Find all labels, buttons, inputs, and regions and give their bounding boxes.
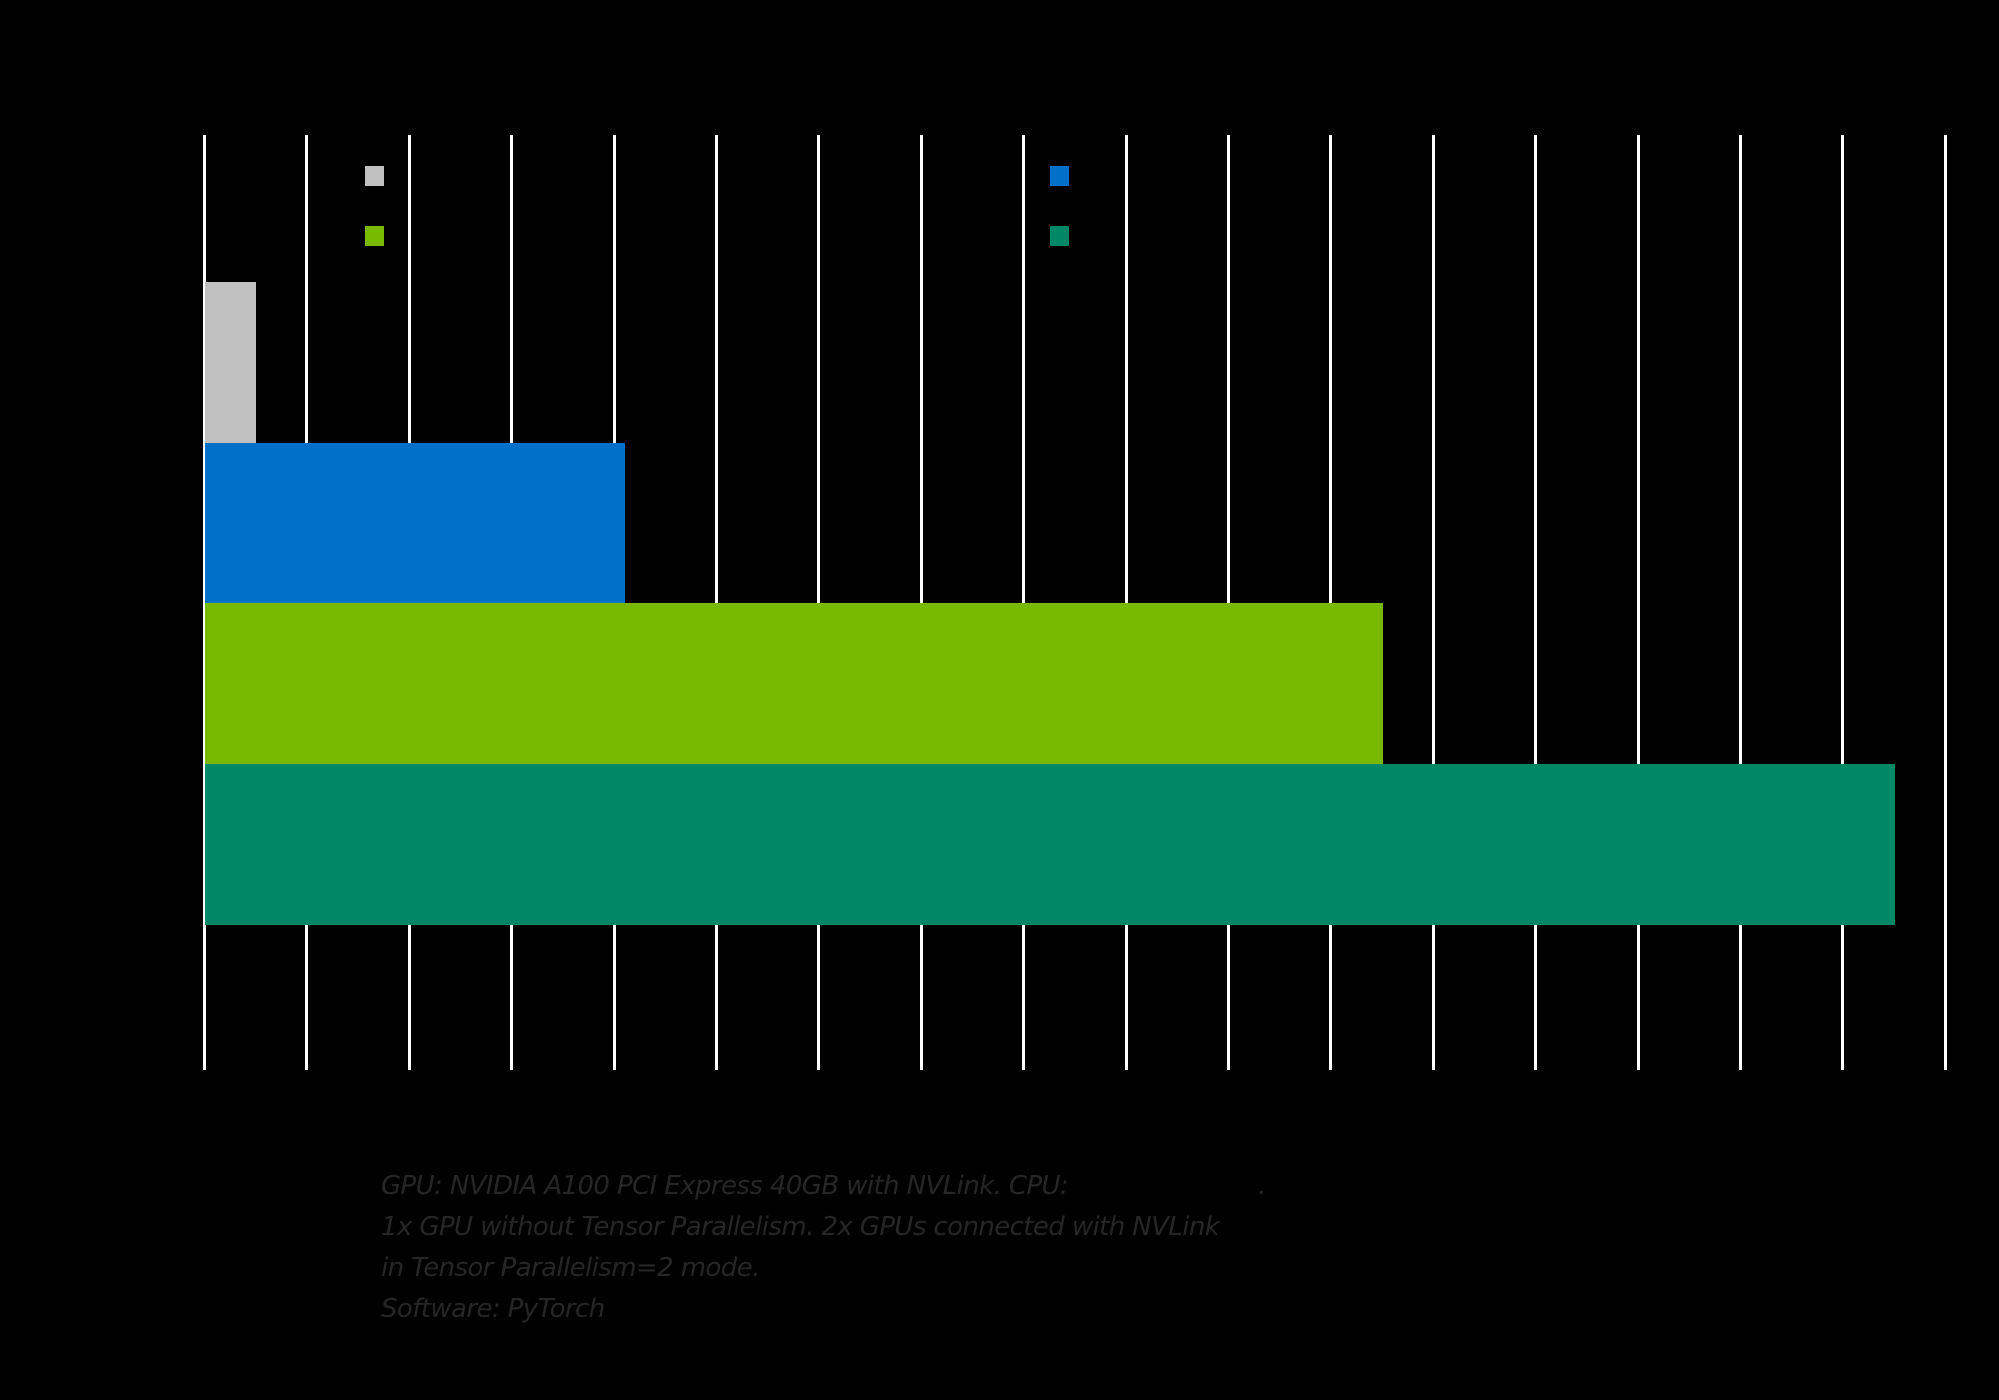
footnote-line-2: 1x GPU without Tensor Parallelism. 2x GP…	[381, 1212, 1220, 1242]
bar-2	[205, 603, 1383, 764]
gridline	[817, 135, 821, 1070]
gridline	[919, 135, 923, 1070]
legend-swatch-gray	[365, 166, 384, 186]
gridline	[1636, 135, 1640, 1070]
footnote-gpu-cpu-text: GPU: NVIDIA A100 PCI Express 40GB with N…	[381, 1171, 1069, 1201]
gridline	[715, 135, 718, 1070]
gridline	[1739, 135, 1742, 1070]
gridline	[1841, 135, 1845, 1070]
bar-0	[205, 282, 256, 443]
footnote-line-1: GPU: NVIDIA A100 PCI Express 40GB with N…	[381, 1166, 1266, 1207]
footnote: GPU: NVIDIA A100 PCI Express 40GB with N…	[381, 1166, 1266, 1330]
gridline	[1022, 135, 1026, 1070]
bar-1	[205, 443, 625, 604]
legend-item-teal	[1050, 224, 1087, 248]
legend-swatch-blue	[1050, 166, 1069, 186]
gridline	[1124, 135, 1128, 1070]
legend-swatch-green	[365, 226, 384, 246]
footnote-line-4: Software: PyTorch	[381, 1294, 605, 1324]
gridline	[1329, 135, 1333, 1070]
gridline	[1431, 135, 1435, 1070]
gridline	[1227, 135, 1230, 1070]
gridline	[1943, 135, 1947, 1070]
legend-swatch-teal	[1050, 226, 1069, 246]
gridline	[203, 135, 206, 1070]
legend-item-gray	[365, 164, 402, 188]
legend-item-blue	[1050, 164, 1087, 188]
legend-item-green	[365, 224, 402, 248]
gridline	[1534, 135, 1538, 1070]
footnote-period: .	[1258, 1171, 1266, 1201]
bar-3	[205, 764, 1895, 925]
footnote-line-3: in Tensor Parallelism=2 mode.	[381, 1253, 760, 1283]
